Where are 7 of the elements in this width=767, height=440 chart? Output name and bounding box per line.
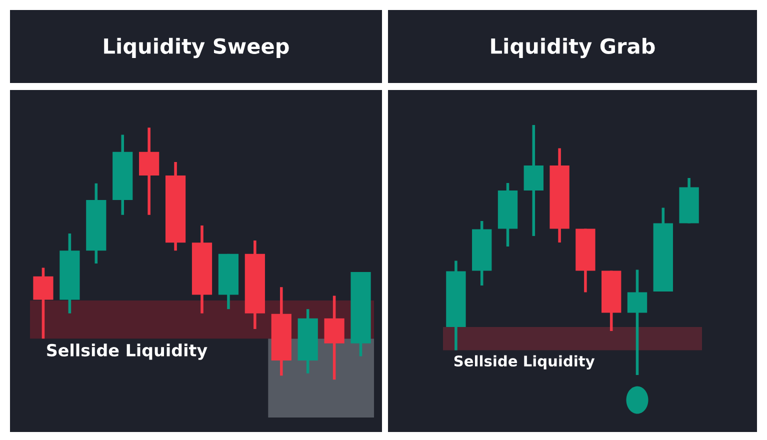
band-label: Sellside Liquidity — [454, 355, 595, 370]
band-label: Sellside Liquidity — [47, 344, 208, 360]
chart-title: Liquidity Grab — [491, 38, 655, 58]
candlestick — [139, 126, 160, 216]
chart-title: Liquidity Sweep — [104, 38, 289, 58]
candlestick — [33, 266, 54, 340]
candlestick — [627, 268, 648, 376]
